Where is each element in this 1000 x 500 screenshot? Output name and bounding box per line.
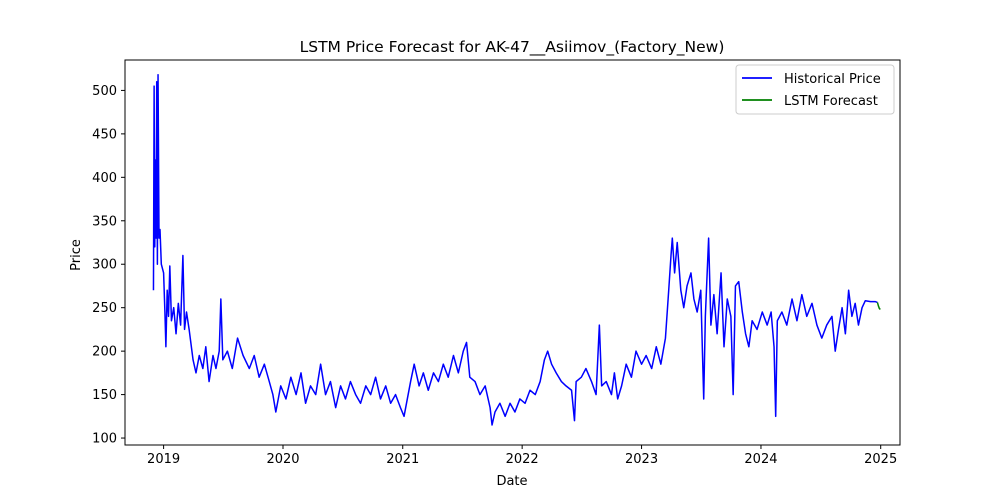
- y-tick-label: 400: [92, 171, 117, 186]
- y-tick-label: 150: [92, 388, 117, 403]
- plot-area: [124, 59, 901, 446]
- x-tick-label: 2024: [744, 452, 777, 467]
- chart-title: LSTM Price Forecast for AK-47__Asiimov_(…: [300, 38, 725, 57]
- y-tick-label: 100: [92, 432, 117, 447]
- x-tick-label: 2020: [266, 452, 299, 467]
- y-tick-label: 350: [92, 214, 117, 229]
- x-tick-label: 2019: [147, 452, 180, 467]
- y-axis: 100 150 200 250 300 350 400 450 500: [92, 84, 125, 447]
- x-tick-label: 2021: [386, 452, 419, 467]
- legend-label-lstm-forecast: LSTM Forecast: [784, 94, 878, 109]
- series-layer: [152, 74, 881, 426]
- x-axis-label: Date: [496, 474, 527, 489]
- legend-label-historical-price: Historical Price: [784, 72, 881, 87]
- series-line-historical-price: [152, 74, 878, 426]
- y-tick-label: 200: [92, 345, 117, 360]
- legend: Historical Price LSTM Forecast: [735, 64, 895, 115]
- y-tick-label: 300: [92, 258, 117, 273]
- y-tick-label: 500: [92, 84, 117, 99]
- x-axis: 2019 2020 2021 2022 2023 2024 2025: [147, 445, 897, 467]
- y-axis-label: Price: [69, 239, 84, 271]
- legend-box: [735, 64, 895, 115]
- y-tick-label: 450: [92, 127, 117, 142]
- x-tick-label: 2025: [864, 452, 897, 467]
- x-tick-label: 2023: [625, 452, 658, 467]
- series-line-lstm-forecast: [876, 302, 881, 310]
- y-tick-label: 250: [92, 301, 117, 316]
- x-tick-label: 2022: [506, 452, 539, 467]
